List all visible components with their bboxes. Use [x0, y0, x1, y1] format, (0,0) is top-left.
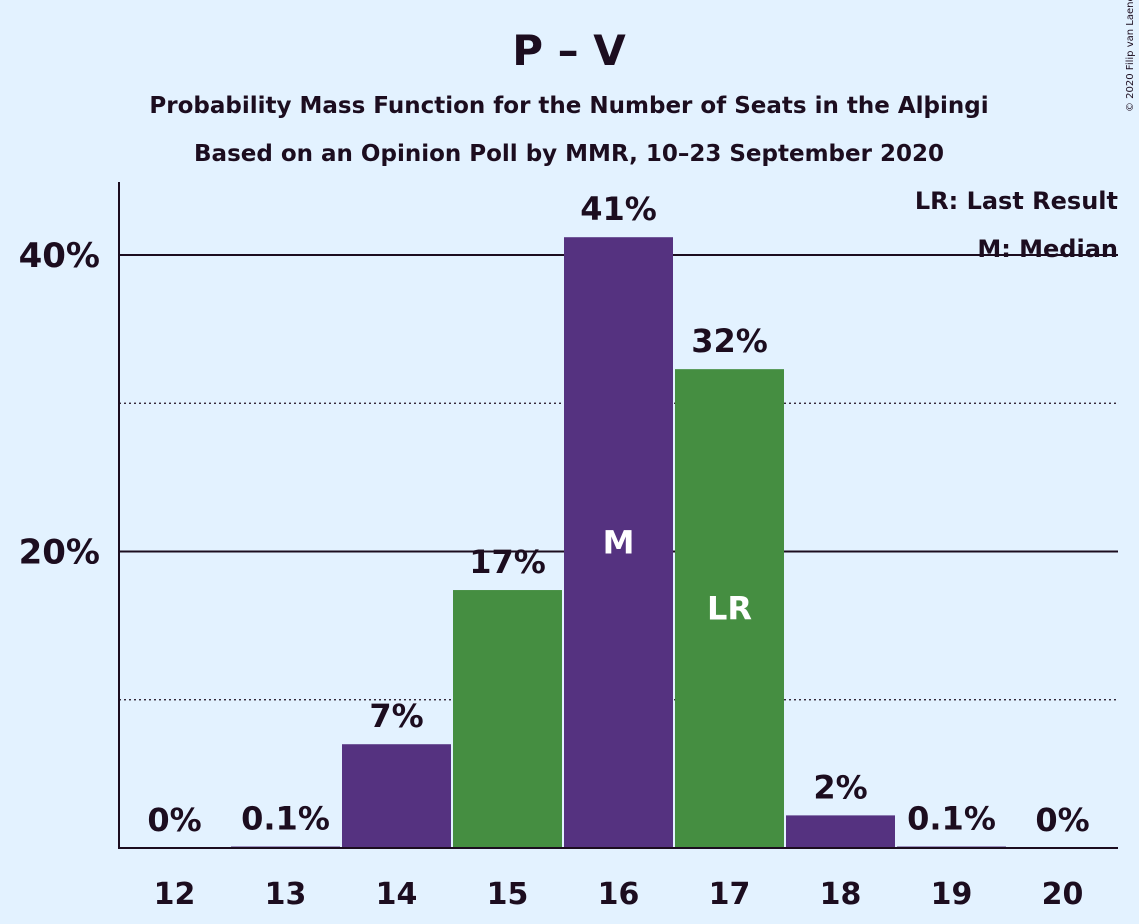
- bars: [231, 237, 1006, 848]
- x-tick-label-16: 16: [598, 877, 640, 912]
- value-label-18: 2%: [813, 768, 867, 806]
- bar-18: [786, 815, 895, 848]
- legend-last-result: LR: Last Result: [915, 187, 1118, 215]
- value-label-12: 0%: [147, 801, 201, 839]
- marker-m: M: [603, 524, 635, 562]
- marker-lr: LR: [707, 590, 752, 628]
- data-labels: 0% 0.1% 7% 17% 41% M 32% LR 2% 0.1% 0%: [147, 190, 1089, 839]
- x-tick-label-13: 13: [265, 877, 307, 912]
- chart-subtitle-1: Probability Mass Function for the Number…: [149, 93, 988, 119]
- x-tick-label-18: 18: [820, 877, 862, 912]
- value-label-16: 41%: [580, 190, 657, 228]
- x-tick-label-17: 17: [709, 877, 751, 912]
- copyright-text: © 2020 Filip van Laenen: [1125, 0, 1136, 112]
- bar-16: [564, 237, 673, 848]
- value-label-20: 0%: [1035, 801, 1089, 839]
- x-tick-label-14: 14: [376, 877, 418, 912]
- x-tick-label-19: 19: [931, 877, 973, 912]
- value-label-13: 0.1%: [241, 800, 330, 838]
- chart-subtitle-2: Based on an Opinion Poll by MMR, 10–23 S…: [194, 141, 944, 167]
- y-tick-label: 20%: [19, 533, 100, 573]
- bar-14: [342, 744, 451, 848]
- legend-median: M: Median: [977, 235, 1118, 263]
- value-label-17: 32%: [691, 322, 768, 360]
- value-label-19: 0.1%: [907, 800, 996, 838]
- x-tick-label-20: 20: [1042, 877, 1084, 912]
- bar-17: [675, 369, 784, 848]
- value-label-14: 7%: [369, 697, 423, 735]
- value-label-15: 17%: [469, 543, 546, 581]
- y-tick-labels: 20% 40%: [19, 236, 100, 573]
- x-tick-label-15: 15: [487, 877, 529, 912]
- chart-title: P – V: [512, 26, 626, 75]
- x-tick-label-12: 12: [154, 877, 196, 912]
- bar-15: [453, 590, 562, 848]
- x-tick-labels: 12 13 14 15 16 17 18 19 20: [154, 877, 1084, 912]
- y-tick-label: 40%: [19, 236, 100, 276]
